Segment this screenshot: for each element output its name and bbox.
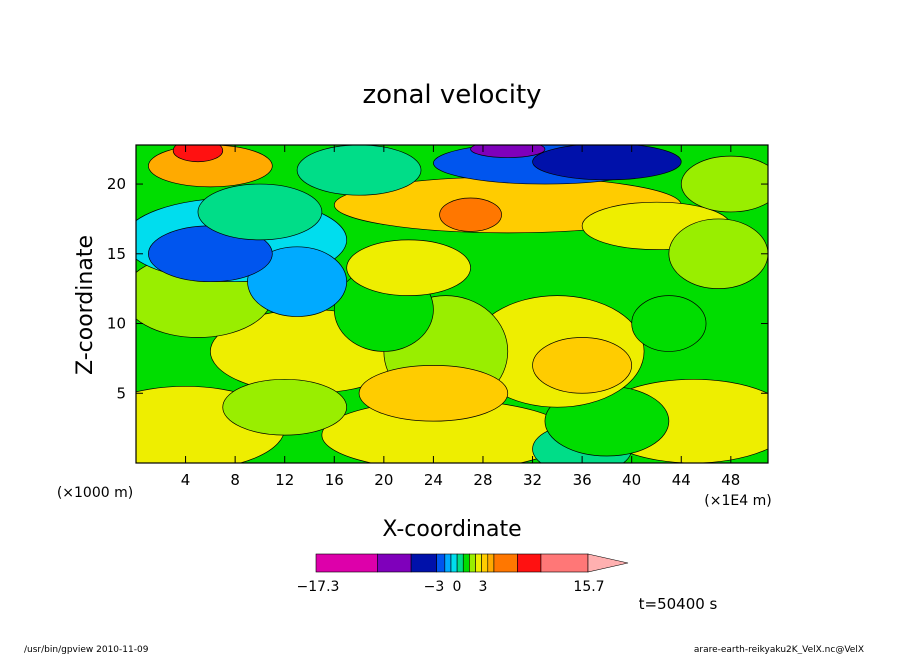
- x-tick-label: 44: [672, 471, 691, 489]
- contour-region: [532, 145, 682, 181]
- y-axis-title: Z-coordinate: [73, 235, 98, 375]
- colorbar-segment: [436, 553, 446, 573]
- x-axis-title: X-coordinate: [382, 517, 521, 542]
- contour-region: [296, 145, 422, 196]
- colorbar-segment: [456, 553, 464, 573]
- colorbar: [315, 553, 629, 573]
- colorbar-segment: [487, 553, 495, 573]
- contour-region: [346, 239, 471, 296]
- contour-region: [222, 378, 348, 436]
- x-tick-label: 40: [622, 471, 641, 489]
- colorbar-ticks: −3 0 3: [424, 579, 488, 595]
- y-tick-label: 5: [116, 384, 126, 402]
- contour-region: [247, 246, 348, 317]
- x-tick-label: 24: [424, 471, 443, 489]
- contour-region: [668, 218, 768, 289]
- chart-title: zonal velocity: [362, 80, 541, 110]
- colorbar-tick-label: 3: [479, 579, 488, 595]
- x-tick-label: 28: [473, 471, 492, 489]
- x-tick-label: 20: [374, 471, 393, 489]
- contour-region: [439, 197, 502, 232]
- colorbar-segment: [377, 553, 412, 573]
- x-tick-label: 12: [275, 471, 294, 489]
- x-tick-label: 16: [325, 471, 344, 489]
- time-label: t=50400 s: [639, 595, 718, 613]
- plot-frame: [135, 144, 769, 464]
- y-tick-label: 15: [107, 245, 126, 263]
- contour-region: [631, 295, 707, 352]
- contour-region: [197, 183, 323, 241]
- contour-region: [680, 155, 768, 213]
- colorbar-segment: [469, 553, 476, 573]
- y-axis: 5 10 15 20: [107, 175, 768, 402]
- y-tick-label: 10: [107, 315, 126, 333]
- colorbar-tick-label: −3: [424, 579, 445, 595]
- x-tick-label: 32: [523, 471, 542, 489]
- colorbar-tick-label: 0: [453, 579, 462, 595]
- colorbar-min-label: −17.3: [297, 579, 340, 595]
- y-tick-label: 20: [107, 175, 126, 193]
- colorbar-segment: [462, 553, 470, 573]
- colorbar-max-label: 15.7: [573, 579, 604, 595]
- colorbar-segment: [475, 553, 482, 573]
- footer-right-note: arare-earth-reikyaku2K_VelX.nc@VelX: [694, 645, 864, 654]
- x-tick-label: 48: [721, 471, 740, 489]
- colorbar-arrow: [587, 553, 629, 573]
- colorbar-segment: [481, 553, 489, 573]
- x-tick-label: 36: [573, 471, 592, 489]
- contour-region: [470, 145, 546, 158]
- x-tick-label: 4: [181, 471, 191, 489]
- contour-region: [358, 365, 509, 422]
- footer-left-note: /usr/bin/gpview 2010-11-09: [24, 645, 149, 654]
- colorbar-segment: [493, 553, 518, 573]
- colorbar-segment: [444, 553, 452, 573]
- x-tick-label: 8: [230, 471, 240, 489]
- colorbar-segment: [517, 553, 542, 573]
- y-unit-label: (×1000 m): [57, 485, 133, 501]
- x-unit-label: (×1E4 m): [704, 493, 771, 509]
- colorbar-segment: [450, 553, 458, 573]
- colorbar-segment: [410, 553, 437, 573]
- contour-region: [172, 145, 224, 163]
- colorbar-segment: [315, 553, 378, 573]
- x-axis: 4 8 12 16 20 24 28 32 36 40 44 48: [181, 145, 740, 489]
- contour-field: [136, 145, 768, 463]
- colorbar-segment: [540, 553, 589, 573]
- contour-region: [532, 337, 633, 394]
